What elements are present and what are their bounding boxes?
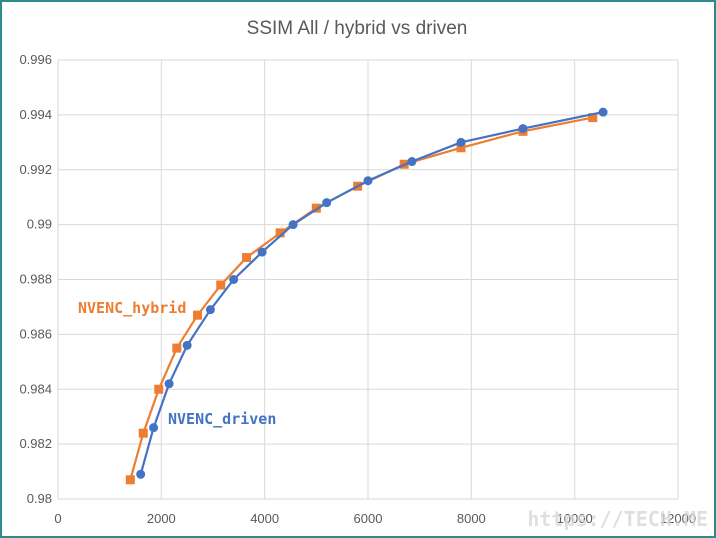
data-point-hybrid (242, 253, 252, 263)
x-tick-label: 2000 (147, 511, 176, 526)
data-point-driven (456, 137, 466, 147)
data-point-hybrid (154, 384, 164, 394)
y-tick-label: 0.994 (19, 107, 52, 122)
watermark: https://TECH.ME (527, 507, 708, 531)
data-point-driven (322, 198, 332, 208)
data-point-driven (182, 340, 192, 350)
x-tick-label: 12000 (660, 511, 696, 526)
data-point-driven (149, 423, 159, 433)
x-tick-label: 4000 (250, 511, 279, 526)
data-point-hybrid (172, 343, 182, 353)
x-tick-label: 10000 (557, 511, 593, 526)
x-axis-ticks: 0 2000 4000 6000 8000 10000 12000 (54, 511, 696, 526)
data-point-driven (407, 157, 417, 167)
data-point-hybrid (456, 143, 466, 153)
data-point-hybrid (138, 428, 148, 438)
y-tick-label: 0.988 (19, 272, 52, 287)
data-point-driven (229, 275, 239, 284)
x-tick-label: 6000 (354, 511, 383, 526)
data-point-driven (598, 107, 608, 117)
y-axis-ticks: 0.98 0.982 0.984 0.986 0.988 0.99 0.992 0.994 0.… (19, 52, 52, 506)
series-line-hybrid (129, 116, 594, 481)
y-tick-label: 0.984 (19, 381, 52, 396)
series-label-hybrid: NVENC_hybrid (78, 299, 186, 317)
chart-title: SSIM All / hybrid vs driven (247, 18, 468, 39)
data-point-hybrid (588, 113, 598, 123)
grid (57, 59, 679, 500)
data-point-hybrid (216, 280, 226, 290)
data-point-hybrid (275, 228, 285, 238)
data-point-driven (205, 305, 215, 315)
y-tick-label: 0.982 (19, 436, 52, 451)
data-point-driven (288, 220, 298, 230)
data-point-driven (164, 379, 174, 389)
series-label-driven: NVENC_driven (168, 410, 276, 428)
y-tick-label: 0.986 (19, 326, 52, 341)
x-tick-label: 0 (54, 511, 61, 526)
data-point-driven (363, 176, 373, 186)
y-tick-label: 0.99 (27, 217, 52, 232)
y-tick-label: 0.98 (27, 491, 52, 506)
data-point-driven (136, 469, 146, 479)
y-tick-label: 0.996 (19, 52, 52, 67)
data-point-hybrid (193, 310, 202, 320)
series-line-driven (139, 111, 604, 475)
data-point-driven (518, 124, 528, 134)
series-group (125, 107, 608, 485)
y-tick-label: 0.992 (19, 162, 52, 177)
data-point-hybrid (125, 475, 135, 485)
x-tick-label: 8000 (457, 511, 486, 526)
data-point-driven (257, 247, 267, 257)
